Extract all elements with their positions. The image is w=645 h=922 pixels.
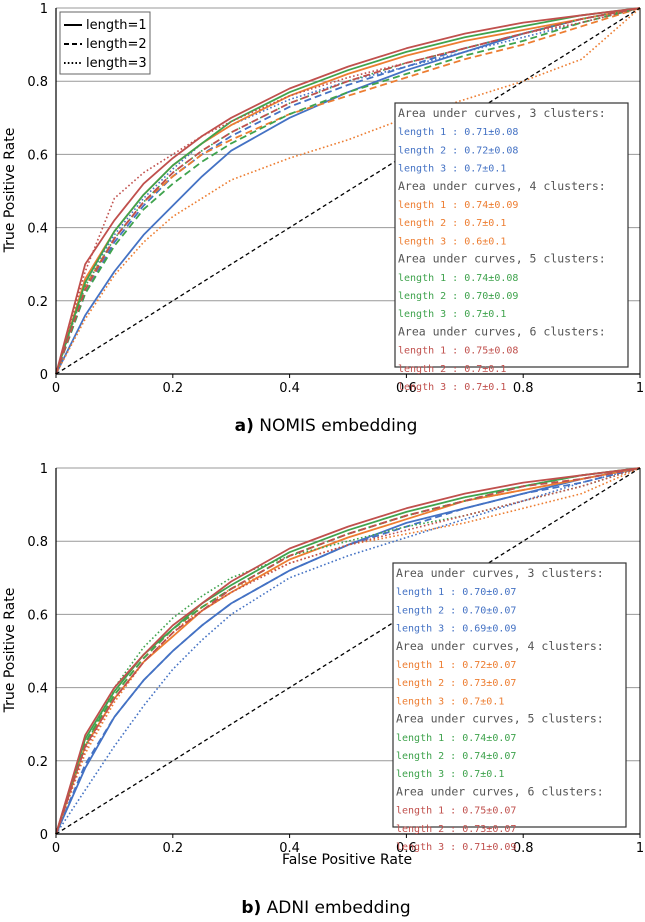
x-tick-label: 0.2 — [162, 381, 183, 396]
auc-group-header: Area under curves, 4 clusters: — [398, 179, 606, 193]
y-tick-label: 1 — [40, 2, 48, 17]
panel-a-nomis: 0 0.2 0.4 0.6 0.8 1 0 0.2 0.4 0.6 0.8 1 True Posit… — [2, 2, 644, 436]
x-tick-label: 1 — [636, 841, 644, 856]
roc-curve — [55, 7, 641, 375]
panel-a-auc-box: Area under curves, 3 clusters: length 1 :… — [394, 102, 629, 393]
x-tick-label: 0.4 — [279, 381, 300, 396]
auc-entry: length 3 : 0.7±0.1 — [398, 382, 506, 393]
auc-group-header: Area under curves, 4 clusters: — [396, 639, 604, 653]
x-tick-label: 0.2 — [162, 841, 183, 856]
auc-box-frame — [392, 562, 627, 828]
panel-b-y-ticks: 0 0.2 0.4 0.6 0.8 1 — [27, 462, 48, 843]
roc-curve — [55, 7, 641, 375]
panel-b-y-axis-label: True Positive Rate — [2, 588, 18, 714]
panel-b-caption-text: ADNI embedding — [267, 898, 411, 918]
auc-entry: length 2 : 0.73±0.07 — [396, 824, 516, 835]
auc-entry: length 2 : 0.70±0.09 — [398, 291, 518, 302]
roc-curve — [55, 7, 641, 375]
auc-group-header: Area under curves, 5 clusters: — [398, 252, 606, 266]
x-tick-label: 0.6 — [396, 841, 417, 856]
y-tick-label: 0 — [40, 828, 48, 843]
panel-b-caption: b) ADNI embedding — [241, 898, 410, 918]
roc-curve — [55, 467, 641, 835]
y-tick-label: 0.8 — [27, 535, 48, 550]
roc-curve — [55, 7, 641, 375]
panel-a-caption-letter: a) — [235, 416, 254, 436]
x-tick-label: 0.8 — [513, 381, 534, 396]
panel-b-caption-letter: b) — [241, 898, 261, 918]
roc-curve — [55, 467, 641, 835]
auc-entry: length 3 : 0.7±0.1 — [396, 769, 504, 780]
auc-entry: length 1 : 0.72±0.07 — [396, 660, 516, 671]
panel-a-caption: a) NOMIS embedding — [235, 416, 418, 436]
panel-b-axes — [55, 468, 641, 835]
chance-diagonal-line — [55, 7, 641, 375]
auc-entry: length 2 : 0.7±0.1 — [398, 218, 506, 229]
auc-entry: length 1 : 0.74±0.07 — [396, 733, 516, 744]
auc-box-frame — [394, 102, 629, 368]
y-tick-label: 0.2 — [27, 755, 48, 770]
auc-entry: length 1 : 0.71±0.08 — [398, 127, 518, 138]
roc-curve — [55, 467, 641, 835]
legend-label: length=3 — [86, 56, 147, 71]
y-tick-label: 0.8 — [27, 75, 48, 90]
panel-a-axes — [55, 8, 641, 375]
x-tick-label: 0.8 — [513, 841, 534, 856]
auc-entry: length 3 : 0.71±0.09 — [396, 842, 516, 853]
auc-entry: length 3 : 0.7±0.1 — [396, 696, 504, 707]
auc-group-header: Area under curves, 6 clusters: — [398, 324, 606, 338]
panel-a-caption-text: NOMIS embedding — [259, 416, 417, 436]
auc-entry: length 3 : 0.6±0.1 — [398, 236, 506, 247]
panel-a-y-ticks: 0 0.2 0.4 0.6 0.8 1 — [27, 2, 48, 383]
auc-entry: length 1 : 0.74±0.09 — [398, 200, 518, 211]
auc-entry: length 1 : 0.75±0.07 — [396, 806, 516, 817]
x-tick-label: 0 — [52, 381, 60, 396]
auc-entry: length 1 : 0.75±0.08 — [398, 346, 518, 357]
auc-entry: length 3 : 0.7±0.1 — [398, 164, 506, 175]
auc-entry: length 3 : 0.69±0.09 — [396, 624, 516, 635]
auc-entry: length 2 : 0.73±0.07 — [396, 678, 516, 689]
auc-entry: length 2 : 0.7±0.1 — [398, 364, 506, 375]
x-tick-label: 0.6 — [396, 381, 417, 396]
x-tick-label: 0.4 — [279, 841, 300, 856]
roc-curve — [55, 7, 641, 375]
roc-curve — [55, 467, 641, 835]
panel-b-auc-box: Area under curves, 3 clusters: length 1 :… — [392, 562, 627, 853]
auc-entry: length 2 : 0.74±0.07 — [396, 751, 516, 762]
x-tick-label: 1 — [636, 381, 644, 396]
y-tick-label: 0.6 — [27, 608, 48, 623]
roc-curve — [55, 467, 641, 835]
panel-b-x-axis-label: False Positive Rate — [282, 852, 412, 868]
panel-a-y-axis-label: True Positive Rate — [2, 128, 18, 254]
auc-group-header: Area under curves, 5 clusters: — [396, 712, 604, 726]
panel-a-x-ticks: 0 0.2 0.4 0.6 0.8 1 — [52, 374, 644, 396]
panel-a-roc-curves — [55, 7, 641, 375]
auc-group-header: Area under curves, 6 clusters: — [396, 784, 604, 798]
auc-entry: length 2 : 0.72±0.08 — [398, 145, 518, 156]
auc-group-header: Area under curves, 3 clusters: — [396, 566, 604, 580]
y-tick-label: 0.2 — [27, 295, 48, 310]
auc-entry: length 3 : 0.7±0.1 — [398, 309, 506, 320]
legend-label: length=1 — [86, 18, 147, 33]
roc-curve — [55, 7, 641, 375]
roc-curve — [55, 7, 641, 375]
y-tick-label: 0.4 — [27, 222, 48, 237]
roc-curve — [55, 467, 641, 835]
auc-entry: length 1 : 0.70±0.07 — [396, 587, 516, 598]
legend-label: length=2 — [86, 37, 147, 52]
chance-diagonal-line — [55, 467, 641, 835]
auc-entry: length 1 : 0.74±0.08 — [398, 273, 518, 284]
y-tick-label: 0 — [40, 368, 48, 383]
y-tick-label: 0.4 — [27, 682, 48, 697]
y-tick-label: 0.6 — [27, 148, 48, 163]
auc-group-header: Area under curves, 3 clusters: — [398, 106, 606, 120]
y-tick-label: 1 — [40, 462, 48, 477]
panel-b-adni: 0 0.2 0.4 0.6 0.8 1 0 0.2 0.4 0.6 0.8 1 True Posit… — [2, 462, 644, 918]
panel-b-roc-curves — [55, 467, 641, 835]
panel-b-x-ticks: 0 0.2 0.4 0.6 0.8 1 — [52, 834, 644, 856]
auc-entry: length 2 : 0.70±0.07 — [396, 605, 516, 616]
x-tick-label: 0 — [52, 841, 60, 856]
line-style-legend: length=1 length=2 length=3 — [59, 11, 151, 75]
